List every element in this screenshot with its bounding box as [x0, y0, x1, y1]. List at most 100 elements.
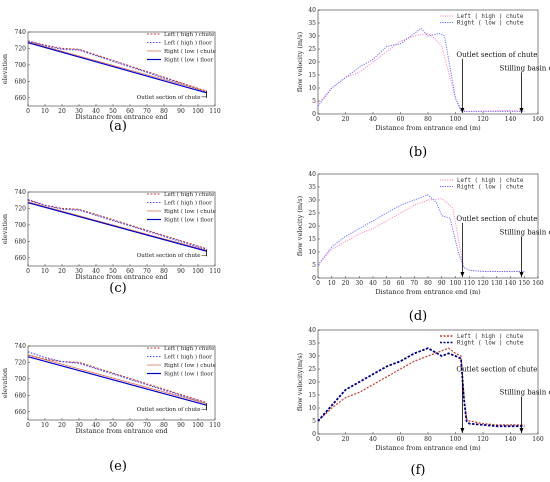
y-tick-label: 5: [312, 418, 316, 425]
x-tick-label: 110: [209, 108, 221, 115]
x-tick-label: 70: [143, 422, 151, 429]
series-line-0: [317, 347, 525, 426]
annotation-outlet: Outlet section of chute: [137, 253, 201, 259]
x-tick-label: 20: [58, 108, 66, 115]
annotation-outlet: Outlet section of chute: [137, 407, 201, 413]
x-tick-label: 80: [424, 116, 432, 123]
x-tick-label: 140: [505, 116, 517, 123]
series-line-1: [317, 347, 525, 428]
x-tick-label: 160: [532, 280, 544, 287]
legend-label: Right ( low ) chute: [164, 362, 216, 369]
x-tick-label: 90: [177, 422, 185, 429]
x-tick-label: 0: [316, 280, 320, 287]
y-tick-label: 680: [15, 238, 27, 245]
series-line-0: [317, 32, 525, 112]
legend-label: Left ( high ) floor: [164, 354, 212, 361]
y-tick-label: 10: [308, 85, 316, 92]
y-tick-label: 10: [308, 405, 316, 412]
plot-frame: [27, 191, 216, 267]
annotation-stilling: Stilling basin outlet section: [500, 228, 550, 236]
x-tick-label: 40: [92, 422, 100, 429]
arrow-head-icon: [460, 428, 465, 433]
legend-label: Left ( high ) chute: [164, 191, 214, 198]
x-tick-label: 20: [58, 422, 66, 429]
y-tick-label: 35: [308, 20, 316, 27]
y-tick-label: 740: [15, 343, 27, 350]
legend-label: Right ( low ) floor: [164, 57, 214, 64]
series-line-1: [27, 198, 207, 251]
x-tick-label: 30: [75, 108, 83, 115]
y-axis-label: flow velocity (m/s): [296, 195, 304, 256]
y-tick-label: 10: [308, 249, 316, 256]
arrow-head-icon: [519, 272, 524, 277]
x-tick-label: 90: [177, 108, 185, 115]
y-tick-label: 660: [15, 95, 27, 102]
plot-frame: [27, 31, 216, 107]
annotation-outlet: Outlet section of chute: [456, 215, 537, 223]
panel-label: (a): [109, 119, 127, 134]
x-tick-label: 60: [397, 116, 405, 123]
y-tick-label: 15: [308, 72, 316, 79]
x-tick-label: 20: [342, 280, 350, 287]
x-tick-label: 120: [477, 280, 489, 287]
y-tick-label: 0: [312, 275, 316, 282]
y-tick-label: 30: [308, 33, 316, 40]
panel-label: (d): [409, 309, 427, 324]
x-tick-label: 50: [109, 422, 117, 429]
panel-label: (b): [409, 145, 427, 160]
y-axis-label: elevation: [1, 214, 9, 244]
x-tick-label: 150: [519, 280, 531, 287]
y-tick-label: 15: [308, 236, 316, 243]
x-axis-label: Distance from entrance end (m): [375, 288, 481, 296]
y-tick-label: 720: [15, 45, 27, 52]
y-tick-label: 40: [308, 327, 316, 334]
x-tick-label: 20: [342, 436, 350, 443]
annotation-outlet: Outlet section of chute: [137, 95, 201, 101]
x-tick-label: 40: [369, 436, 377, 443]
y-tick-label: 15: [308, 392, 316, 399]
x-tick-label: 140: [505, 280, 517, 287]
y-tick-label: 660: [15, 255, 27, 262]
x-axis-label: Distance from entrance end: [75, 427, 167, 435]
x-tick-label: 140: [505, 436, 517, 443]
x-tick-label: 40: [369, 116, 377, 123]
y-tick-label: 0: [312, 431, 316, 438]
legend-label: Right ( low ) chute: [164, 48, 216, 55]
x-tick-label: 40: [92, 108, 100, 115]
panel-0: 0 10 20 30 40 50 60 70 80 90 100 110 660 680 700 720 740…: [1, 29, 221, 134]
x-tick-label: 80: [160, 268, 168, 275]
x-tick-label: 70: [143, 268, 151, 275]
legend-label: Right ( low ) chute: [457, 21, 524, 27]
y-tick-label: 35: [308, 340, 316, 347]
legend-label: Left ( high ) chute: [457, 334, 524, 340]
annotation-outlet: Outlet section of chute: [456, 51, 537, 59]
x-tick-label: 0: [316, 116, 320, 123]
x-tick-label: 0: [26, 268, 30, 275]
x-tick-label: 10: [41, 422, 49, 429]
arrow-head-icon: [519, 428, 524, 433]
y-tick-label: 25: [308, 210, 316, 217]
x-tick-label: 100: [450, 116, 462, 123]
x-tick-label: 30: [355, 280, 363, 287]
arrow-head-icon: [460, 108, 465, 113]
panel-label: (f): [411, 463, 426, 478]
x-tick-label: 110: [209, 268, 221, 275]
legend-label: Right ( low ) chute: [457, 341, 524, 347]
x-tick-label: 30: [75, 422, 83, 429]
y-tick-label: 25: [308, 366, 316, 373]
x-tick-label: 40: [92, 268, 100, 275]
y-tick-label: 720: [15, 205, 27, 212]
arrow-head-icon: [519, 108, 524, 113]
panel-2: 0 10 20 30 40 50 60 70 80 90 100 110 660 680 700 720 740…: [1, 189, 221, 296]
x-tick-label: 60: [126, 422, 134, 429]
x-tick-label: 80: [424, 436, 432, 443]
y-axis-label: elevation: [1, 54, 9, 84]
x-axis-label: Distance from entrance end: [75, 273, 167, 281]
x-tick-label: 120: [477, 436, 489, 443]
y-tick-label: 660: [15, 409, 27, 416]
series-line-1: [317, 27, 525, 112]
x-tick-label: 70: [143, 108, 151, 115]
y-axis-label: flow velocity (m/s): [296, 31, 304, 92]
x-tick-label: 100: [192, 422, 204, 429]
